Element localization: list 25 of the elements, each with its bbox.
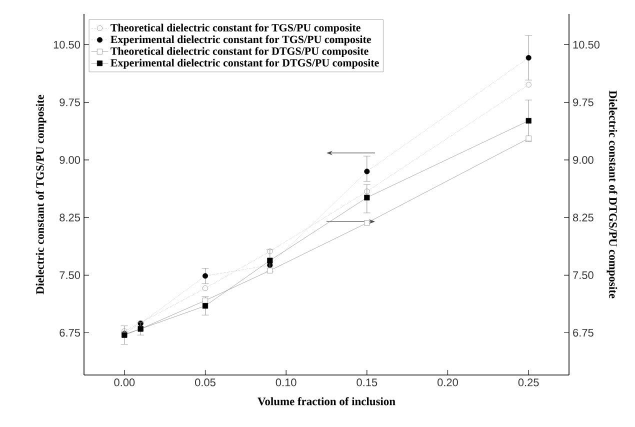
x-tick-label: 0.20 <box>438 378 458 386</box>
legend-label: Theoretical dielectric constant for TGS/PU composite <box>110 24 360 34</box>
legend-label: Experimental dielectric constant for DTGS/PU composite <box>110 58 379 69</box>
y2-tick-label: 9.75 <box>573 98 594 106</box>
y-tick-label: 9.00 <box>60 156 80 164</box>
y2-axis-title: Dielectric constant of DTGS/PU composite <box>606 90 618 298</box>
y-tick-label: 8.25 <box>60 214 80 222</box>
y2-tick-label: 7.50 <box>573 271 594 280</box>
x-tick-label: 0.10 <box>276 378 296 386</box>
x-tick-label: 0.15 <box>356 378 378 386</box>
x-axis-title: Volume fraction of inclusion <box>258 397 396 406</box>
y-tick-label: 10.50 <box>54 40 80 49</box>
y-tick-label: 7.50 <box>60 271 80 280</box>
x-tick-label: 0.00 <box>114 378 135 386</box>
legend-label: Theoretical dielectric constant for DTGS/PU composite <box>110 47 368 58</box>
x-tick-label: 0.25 <box>518 378 539 386</box>
x-tick-label: 0.05 <box>195 378 216 386</box>
y2-tick-label: 8.25 <box>573 214 594 222</box>
legend-label: Experimental dielectric constant for TGS/PU composite <box>110 35 371 46</box>
y2-tick-label: 10.50 <box>573 40 600 49</box>
y-tick-label: 6.75 <box>60 328 80 337</box>
y2-tick-label: 6.75 <box>573 328 594 337</box>
y-axis-title: Dielectric constant of TGS/PU composite <box>36 94 46 294</box>
y-tick-label: 9.75 <box>60 98 80 106</box>
y2-tick-label: 9.00 <box>573 156 594 164</box>
